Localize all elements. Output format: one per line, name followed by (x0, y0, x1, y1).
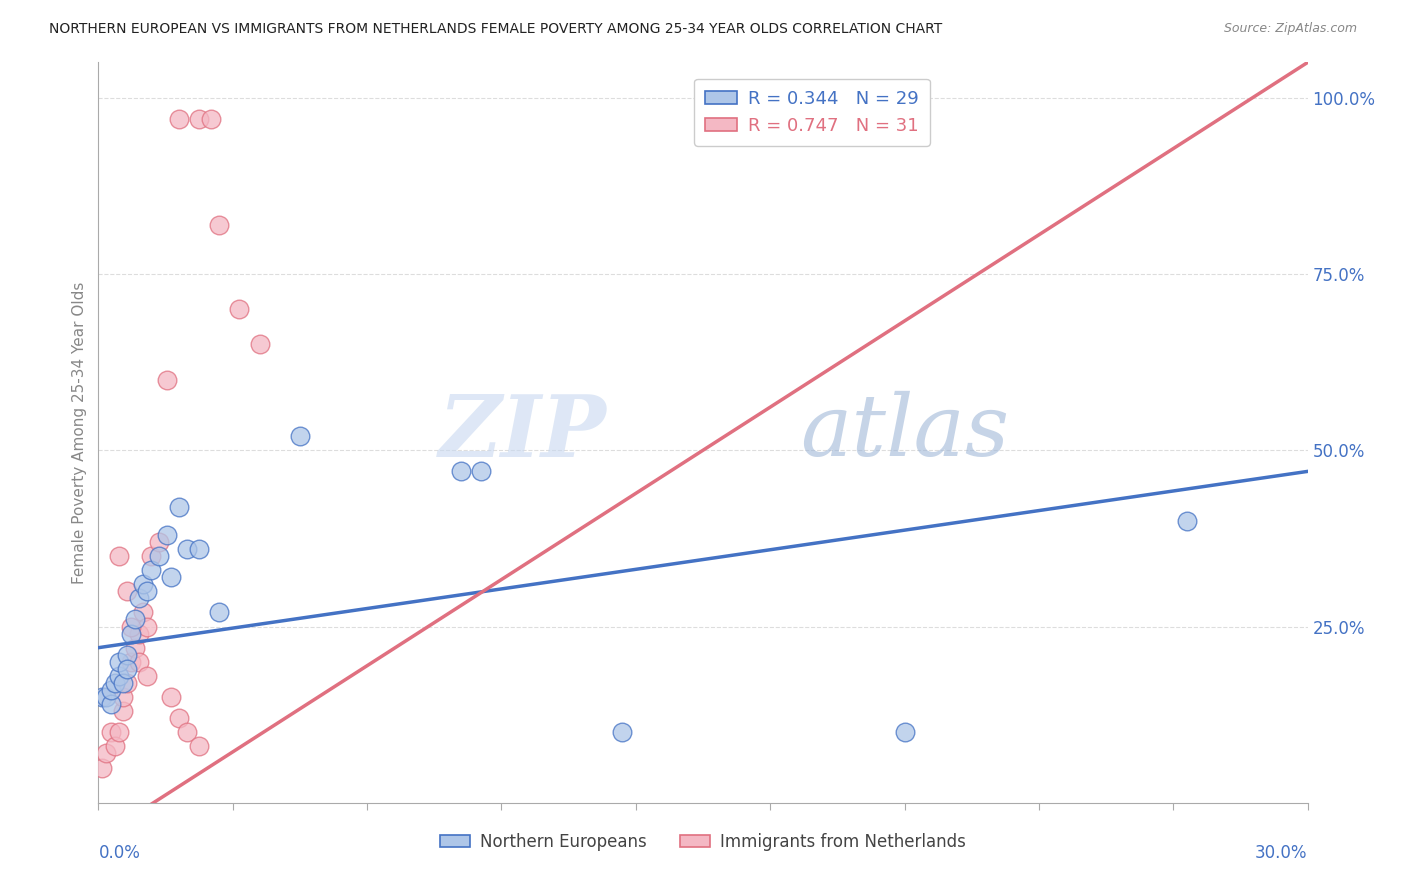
Point (111, 704, 134, 718)
Point (208, 218, 231, 232)
Text: ZIP: ZIP (439, 391, 606, 475)
Point (167, 500, 190, 514)
Point (103, 676, 125, 690)
Point (167, 112, 190, 126)
Point (96, 690, 118, 704)
Point (107, 655, 129, 669)
Point (111, 676, 134, 690)
Point (167, 711, 190, 725)
Text: 0.0%: 0.0% (98, 844, 141, 862)
Point (188, 112, 211, 126)
Text: 30.0%: 30.0% (1256, 844, 1308, 862)
Point (156, 373, 179, 387)
Point (288, 429, 311, 443)
Point (107, 669, 129, 683)
Point (200, 112, 222, 126)
Point (148, 535, 170, 549)
Point (612, 725, 634, 739)
Point (1175, 514, 1198, 528)
Point (115, 676, 138, 690)
Point (160, 690, 183, 704)
Point (100, 683, 122, 698)
Point (100, 725, 122, 739)
Point (132, 577, 155, 591)
Point (91, 760, 114, 774)
Legend: Northern Europeans, Immigrants from Netherlands: Northern Europeans, Immigrants from Neth… (433, 826, 973, 857)
Y-axis label: Female Poverty Among 25-34 Year Olds: Female Poverty Among 25-34 Year Olds (72, 282, 87, 583)
Point (450, 464, 472, 478)
Point (111, 690, 134, 704)
Point (103, 739, 125, 754)
Point (128, 626, 150, 640)
Point (249, 337, 271, 351)
Text: atlas: atlas (800, 392, 1010, 474)
Point (100, 697, 122, 711)
Point (188, 739, 211, 754)
Point (115, 648, 138, 662)
Point (120, 626, 142, 640)
Point (96, 747, 118, 761)
Point (132, 606, 155, 620)
Point (124, 640, 146, 655)
Point (156, 528, 179, 542)
Point (124, 612, 146, 626)
Point (115, 662, 138, 676)
Point (893, 725, 915, 739)
Point (135, 669, 157, 683)
Point (148, 549, 170, 563)
Point (107, 725, 129, 739)
Point (139, 549, 162, 563)
Point (160, 570, 183, 584)
Point (135, 584, 157, 599)
Point (228, 302, 250, 317)
Point (135, 619, 157, 633)
Text: Source: ZipAtlas.com: Source: ZipAtlas.com (1223, 22, 1357, 36)
Point (470, 464, 492, 478)
Point (91, 690, 114, 704)
Point (107, 549, 129, 563)
Point (188, 541, 211, 556)
Point (120, 619, 142, 633)
Point (128, 655, 150, 669)
Point (128, 591, 150, 606)
Point (115, 584, 138, 599)
Point (139, 563, 162, 577)
Point (176, 725, 198, 739)
Point (208, 606, 231, 620)
Point (120, 655, 142, 669)
Text: NORTHERN EUROPEAN VS IMMIGRANTS FROM NETHERLANDS FEMALE POVERTY AMONG 25-34 YEAR: NORTHERN EUROPEAN VS IMMIGRANTS FROM NET… (49, 22, 942, 37)
Point (176, 541, 198, 556)
